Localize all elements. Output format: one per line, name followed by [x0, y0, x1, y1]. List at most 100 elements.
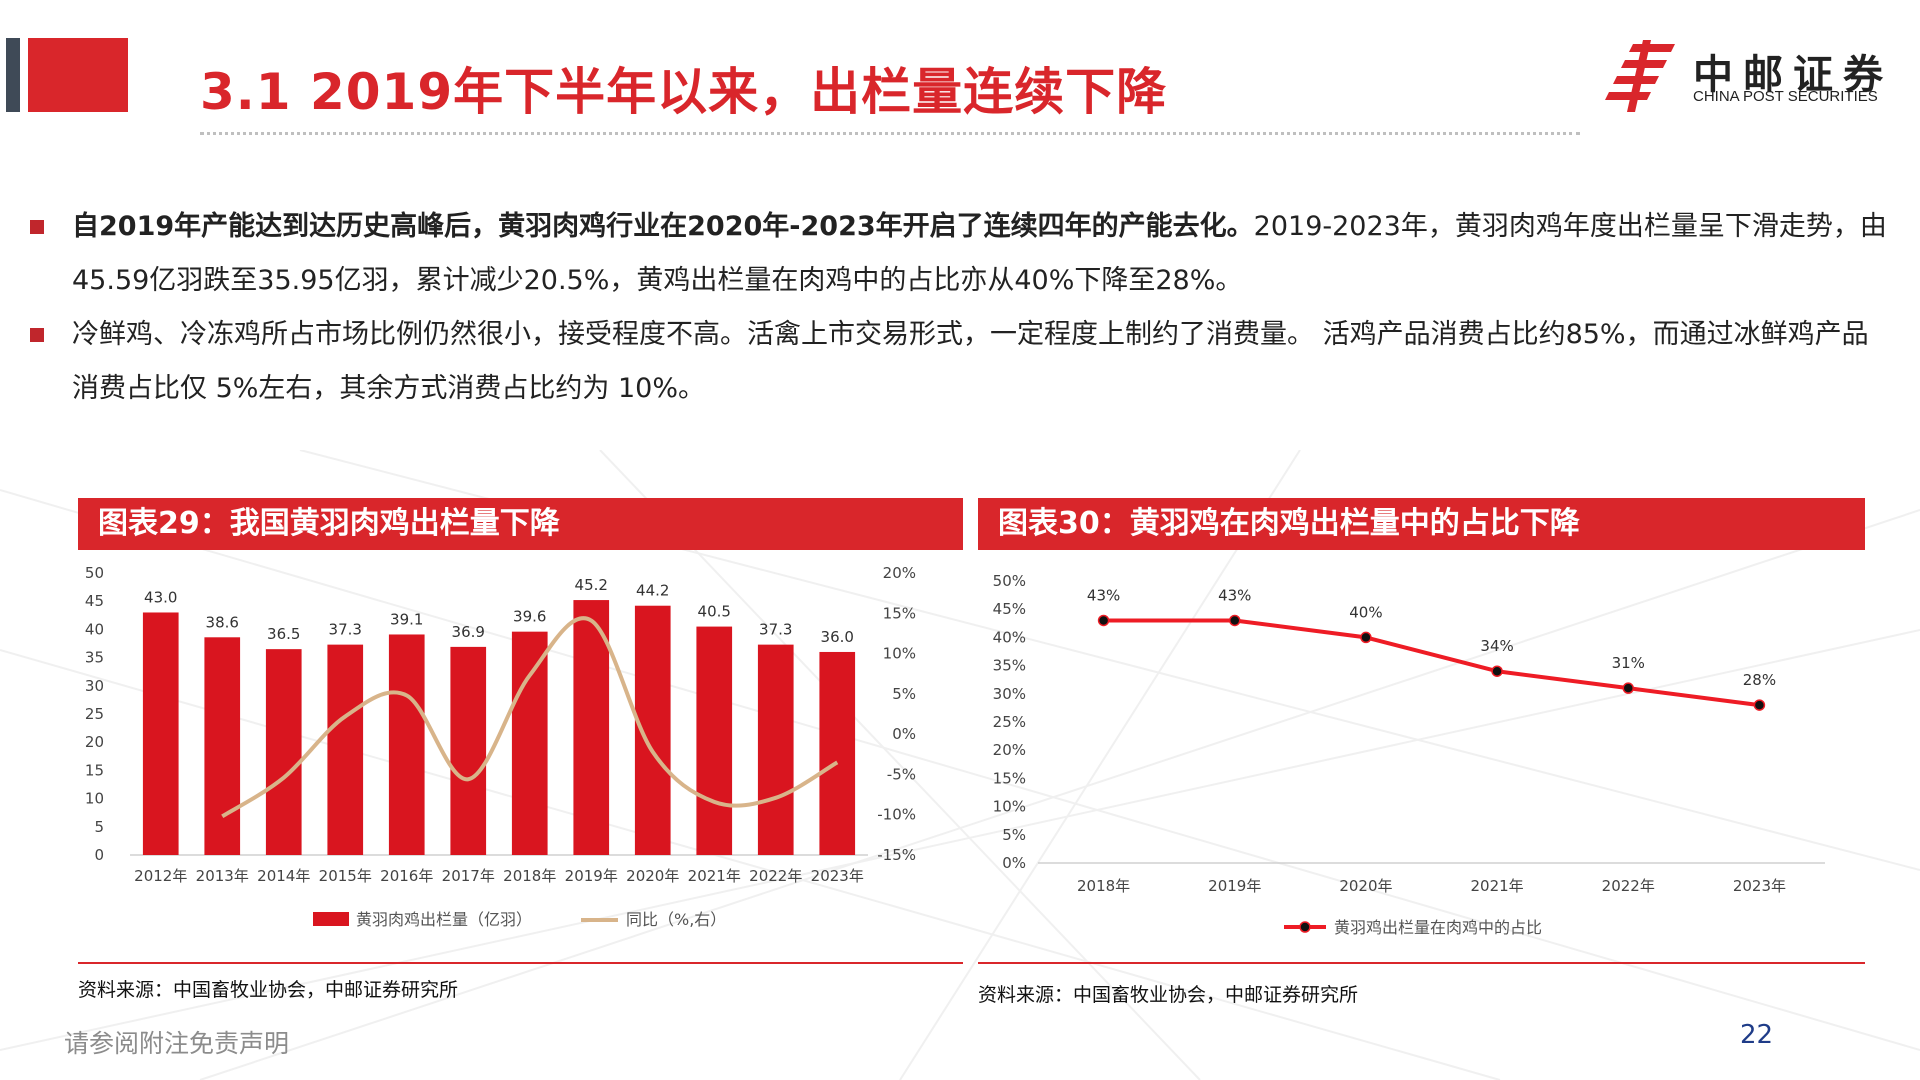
y-axis-tick-label: 20: [85, 733, 104, 751]
x-axis-tick-label: 2020年: [626, 867, 679, 885]
y-axis-tick-label: 5%: [1002, 826, 1026, 844]
x-axis-tick-label: 2022年: [1602, 877, 1655, 895]
bullet-text: 冷鲜鸡、冷冻鸡所占市场比例仍然很小，接受程度不高。活禽上市交易形式，一定程度上制…: [72, 319, 1869, 404]
bullet-item: 自2019年产能达到达历史高峰后，黄羽肉鸡行业在2020年-2023年开启了连续…: [28, 200, 1893, 308]
y2-axis-tick-label: 5%: [892, 685, 916, 703]
header-accent-dark: [6, 38, 20, 112]
bar: [450, 646, 487, 855]
bar-data-label: 43.0: [144, 588, 177, 606]
bar: [142, 612, 179, 855]
figure-30-source-divider: [978, 962, 1865, 964]
data-label: 34%: [1480, 637, 1513, 655]
bullet-square-icon: [30, 220, 44, 234]
data-label: 28%: [1743, 671, 1776, 689]
y-axis-tick-label: 10%: [993, 798, 1026, 816]
bar-data-label: 44.2: [636, 582, 669, 600]
y-axis-tick-label: 15: [85, 761, 104, 779]
bar: [819, 651, 856, 855]
x-axis-tick-label: 2014年: [257, 867, 310, 885]
bar-data-label: 37.3: [329, 621, 362, 639]
figure-30-source: 资料来源：中国畜牧业协会，中邮证券研究所: [978, 984, 1359, 1006]
bar-data-label: 36.0: [821, 628, 854, 646]
company-logo: 中邮证券 CHINA POST SECURITIES: [1605, 40, 1895, 112]
y-axis-tick-label: 30: [85, 677, 104, 695]
bar: [265, 649, 302, 855]
legend-bar-swatch: [313, 912, 349, 926]
bar-data-label: 36.5: [267, 625, 300, 643]
bullet-bold-text: 自2019年产能达到达历史高峰后，黄羽肉鸡行业在2020年-2023年开启了连续…: [72, 211, 1254, 242]
legend-label: 黄羽鸡出栏量在肉鸡中的占比: [1334, 918, 1542, 937]
disclaimer-note: 请参阅附注免责声明: [64, 1029, 290, 1058]
y-axis-tick-label: 30%: [993, 685, 1026, 703]
data-point-marker: [1491, 665, 1503, 677]
bar: [573, 600, 610, 855]
y2-axis-tick-label: 20%: [883, 564, 916, 582]
bar: [204, 637, 241, 855]
bar-data-label: 37.3: [759, 621, 792, 639]
figure-29-source-divider: [78, 962, 963, 964]
bar-data-label: 36.9: [452, 623, 485, 641]
data-point-marker: [1229, 614, 1241, 627]
x-axis-tick-label: 2012年: [134, 867, 187, 885]
x-axis-tick-label: 2021年: [1470, 877, 1523, 895]
legend-marker-swatch: [1299, 921, 1311, 933]
x-axis-tick-label: 2020年: [1339, 877, 1392, 895]
y-axis-tick-label: 15%: [993, 769, 1026, 787]
y-axis-tick-label: 20%: [993, 741, 1026, 759]
header-accent-red: [28, 38, 128, 112]
data-label: 31%: [1612, 654, 1645, 672]
figure-30-chart: 0% 5% 10% 15% 20% 25% 30% 35% 40% 45% 50% 2018年 2019…: [993, 572, 1825, 937]
figure-30-header: 图表30：黄羽鸡在肉鸡出栏量中的占比下降: [978, 498, 1865, 550]
bar-data-label: 39.1: [390, 610, 423, 628]
figure-29-chart: 0 5 10 15 20 25 30 35 40 45 50 -15% -10% -5% 0% 5% 10% 15…: [85, 564, 916, 929]
x-axis-tick-label: 2023年: [1733, 877, 1786, 895]
x-axis-tick-label: 2019年: [1208, 877, 1261, 895]
data-point-marker: [1360, 631, 1372, 644]
legend-bar-label: 黄羽肉鸡出栏量（亿羽）: [356, 910, 532, 929]
page-title: 3.1 2019年下半年以来，出栏量连续下降: [200, 63, 1168, 121]
figure-29-source: 资料来源：中国畜牧业协会，中邮证券研究所: [78, 979, 459, 1001]
y-axis-tick-label: 50%: [993, 572, 1026, 590]
page-number: 22: [1740, 1020, 1774, 1050]
y-axis-tick-label: 35: [85, 649, 104, 667]
y-axis-tick-label: 40: [85, 620, 104, 638]
y2-axis-tick-label: -5%: [887, 765, 916, 783]
bar: [511, 631, 548, 855]
bullet-item: 冷鲜鸡、冷冻鸡所占市场比例仍然很小，接受程度不高。活禽上市交易形式，一定程度上制…: [28, 308, 1893, 416]
bar: [388, 634, 425, 855]
logo-english-name: CHINA POST SECURITIES: [1693, 88, 1878, 105]
bullet-square-icon: [30, 328, 44, 342]
legend-line-label: 同比（%,右）: [626, 910, 726, 929]
y2-axis-tick-label: 15%: [883, 604, 916, 622]
bar: [327, 644, 364, 855]
share-series-line: [1103, 618, 1760, 708]
y-axis-tick-label: 45%: [993, 600, 1026, 618]
bar: [757, 644, 794, 855]
y-axis-tick-label: 40%: [993, 628, 1026, 646]
data-label: 40%: [1349, 603, 1382, 621]
y-axis-tick-label: 35%: [993, 657, 1026, 675]
x-axis-tick-label: 2016年: [380, 867, 433, 885]
y-axis-tick-label: 25: [85, 705, 104, 723]
data-point-marker: [1097, 614, 1110, 627]
y-axis-tick-label: 5: [94, 818, 104, 836]
bar-data-label: 38.6: [206, 613, 239, 631]
bullet-text: 2019-2023年，黄羽肉鸡年度出栏量呈下滑走势，由45.59亿羽跌至35.9…: [72, 211, 1887, 296]
x-axis-tick-label: 2013年: [196, 867, 249, 885]
bar: [696, 626, 733, 855]
y2-axis-tick-label: -10%: [877, 806, 916, 824]
x-axis-tick-label: 2019年: [565, 867, 618, 885]
x-axis-tick-label: 2018年: [503, 867, 556, 885]
yoy-series-line: [221, 616, 839, 819]
bar-data-label: 40.5: [698, 603, 731, 621]
figure-29-header: 图表29：我国黄羽肉鸡出栏量下降: [78, 498, 963, 550]
data-point-marker: [1622, 682, 1634, 694]
data-label: 43%: [1218, 586, 1251, 604]
x-axis-tick-label: 2023年: [811, 867, 864, 885]
bullet-list: 自2019年产能达到达历史高峰后，黄羽肉鸡行业在2020年-2023年开启了连续…: [28, 200, 1893, 416]
y-axis-tick-label: 10: [85, 790, 104, 808]
x-axis-tick-label: 2018年: [1077, 877, 1130, 895]
logo-chinese-name: 中邮证券: [1693, 52, 1893, 98]
data-label: 43%: [1087, 586, 1120, 604]
bar-data-label: 45.2: [575, 576, 608, 594]
